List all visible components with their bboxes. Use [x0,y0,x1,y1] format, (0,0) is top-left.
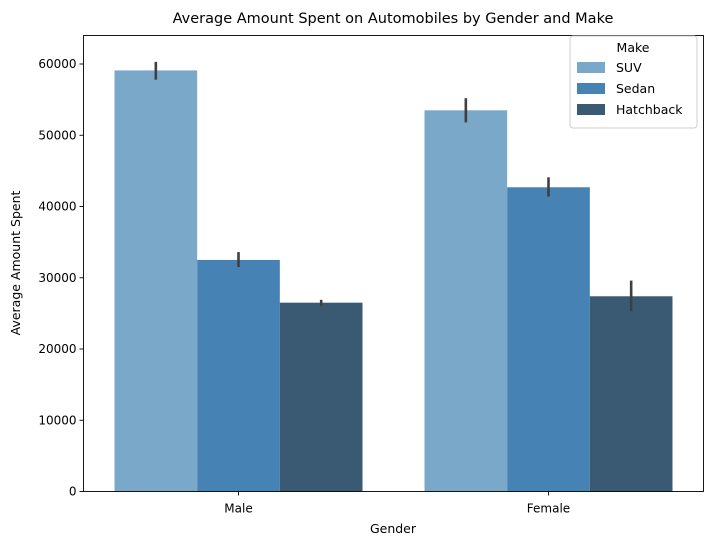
legend-swatch-suv [577,62,605,73]
bar-sedan-male [197,259,280,492]
chart-title: Average Amount Spent on Automobiles by G… [173,11,614,27]
bar-suv-female [424,110,508,492]
y-tick-label: 10000 [38,413,76,427]
y-tick-label: 0 [69,485,77,499]
x-tick-label: Female [527,502,570,516]
bar-suv-male [114,70,198,492]
legend-title: Make [617,40,650,55]
y-tick-label: 20000 [38,342,76,356]
bar-sedan-female [507,187,590,492]
legend-swatch-sedan [577,83,605,94]
legend-label-hatchback: Hatchback [616,102,683,117]
plot-frame [83,35,704,492]
x-axis-label: Gender [370,521,417,536]
legend: Make SUV Sedan Hatchback [569,35,698,129]
legend-label-sedan: Sedan [616,81,655,96]
bar-hatchback-female [589,296,673,492]
y-tick-label: 60000 [38,57,76,71]
legend-swatch-hatchback [577,104,605,115]
y-tick-label: 50000 [38,128,76,142]
x-tick-label: Male [224,502,252,516]
bar-hatchback-male [279,302,363,492]
y-tick-label: 30000 [38,271,76,285]
plot-area: 0 10000 20000 30000 40000 50000 60000 Male Femal… [38,57,673,516]
y-tick-label: 40000 [38,200,76,214]
y-axis-label: Average Amount Spent [8,191,23,336]
legend-label-suv: SUV [616,60,642,75]
